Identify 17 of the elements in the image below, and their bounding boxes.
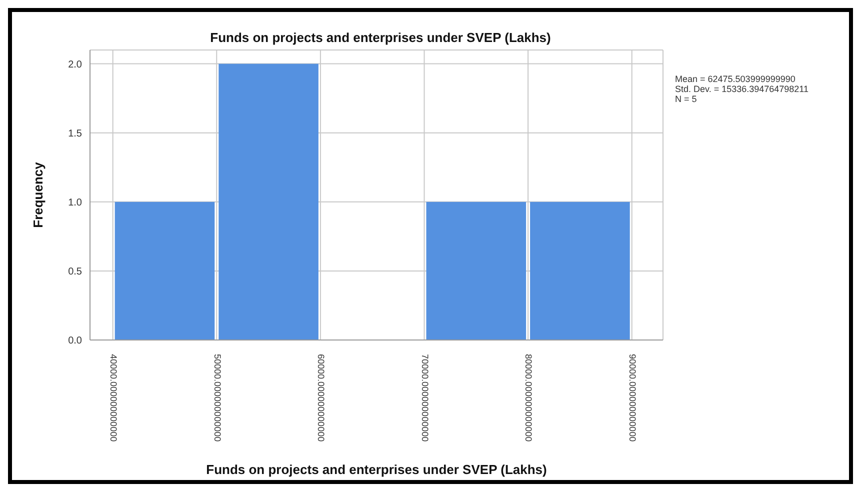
text: N = 5 — [675, 94, 698, 104]
y-tick-label: 0.5 — [68, 266, 82, 278]
y-tick-label: 0.0 — [68, 336, 82, 347]
chart-title: Funds on projects and enterprises under SVEP (Lakhs) — [209, 30, 552, 45]
x-tick-label: 80000.000000000000 — [524, 354, 534, 442]
y-tick-label: 1.0 — [68, 197, 82, 208]
x-axis-title: Funds on projects and enterprises under SVEP (Lakhs) — [206, 462, 547, 477]
y-tick-label: 1.5 — [68, 128, 82, 140]
y-tick-label: 2.0 — [68, 59, 82, 70]
x-tick-label: 70000.000000000000 — [420, 354, 430, 442]
y-axis-title: Frequency — [30, 161, 46, 228]
x-tick-label: 60000.000000000000 — [316, 354, 326, 442]
x-tick-label: 50000.000000000000 — [212, 354, 222, 442]
x-tick-label: 90000.000000000000 — [627, 354, 638, 442]
text: Std. Dev. = 15336.394764798211 — [675, 84, 809, 94]
text: Mean = 62475.503999999990 — [675, 74, 796, 84]
x-tick-label: 40000.000000000000 — [108, 354, 118, 442]
